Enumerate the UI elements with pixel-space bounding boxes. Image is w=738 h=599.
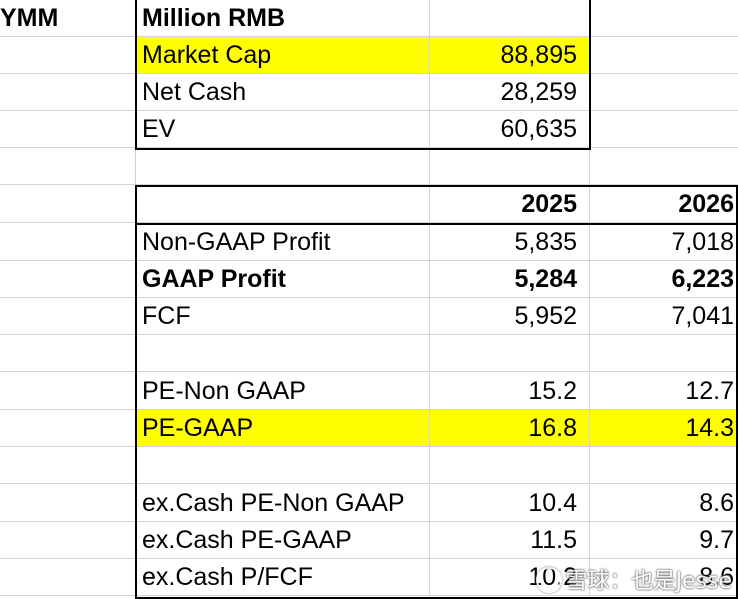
pe-non-gaap-2026[interactable]: 12.7: [590, 373, 738, 410]
pe-gaap-2026[interactable]: 14.3: [590, 410, 738, 447]
sheet-row: [0, 148, 738, 185]
sheet-row: Non-GAAP Profit 5,835 7,018: [0, 224, 738, 261]
fcf-2026[interactable]: 7,041: [590, 298, 738, 335]
ev-value[interactable]: 60,635: [430, 111, 590, 148]
empty-cell[interactable]: [430, 148, 590, 185]
pe-non-gaap-label[interactable]: PE-Non GAAP: [136, 373, 430, 410]
gaap-profit-2026[interactable]: 6,223: [590, 261, 738, 298]
empty-cell[interactable]: [0, 74, 136, 111]
non-gaap-profit-2025[interactable]: 5,835: [430, 224, 590, 261]
empty-cell[interactable]: [0, 559, 136, 596]
non-gaap-profit-2026[interactable]: 7,018: [590, 224, 738, 261]
pe-non-gaap-2025[interactable]: 15.2: [430, 373, 590, 410]
sheet-row: 2025 2026: [0, 186, 738, 223]
excash-pfcf-2026[interactable]: 8.6: [590, 559, 738, 596]
empty-cell[interactable]: [0, 485, 136, 522]
empty-cell[interactable]: [430, 447, 590, 484]
empty-cell[interactable]: [0, 224, 136, 261]
fcf-2025[interactable]: 5,952: [430, 298, 590, 335]
sheet-row: ex.Cash PE-Non GAAP 10.4 8.6: [0, 485, 738, 522]
pe-gaap-label[interactable]: PE-GAAP: [136, 410, 430, 447]
empty-cell[interactable]: [430, 0, 590, 37]
net-cash-value[interactable]: 28,259: [430, 74, 590, 111]
sheet-row: ex.Cash PE-GAAP 11.5 9.7: [0, 522, 738, 559]
empty-cell[interactable]: [0, 186, 136, 223]
empty-cell[interactable]: [0, 447, 136, 484]
empty-cell[interactable]: [590, 74, 738, 111]
empty-cell[interactable]: [590, 111, 738, 148]
excash-pe-gaap-2025[interactable]: 11.5: [430, 522, 590, 559]
excash-pe-non-gaap-2026[interactable]: 8.6: [590, 485, 738, 522]
sheet-row: FCF 5,952 7,041: [0, 298, 738, 335]
empty-cell[interactable]: [0, 148, 136, 185]
pe-gaap-2025[interactable]: 16.8: [430, 410, 590, 447]
market-cap-value[interactable]: 88,895: [430, 37, 590, 74]
unit-label-cell[interactable]: Million RMB: [136, 0, 430, 37]
sheet-row: GAAP Profit 5,284 6,223: [0, 261, 738, 298]
watermark-text: 雪球：也是Jesse: [565, 569, 732, 594]
ev-label[interactable]: EV: [136, 111, 430, 148]
header-underline: [135, 223, 738, 225]
empty-cell[interactable]: [0, 111, 136, 148]
empty-cell[interactable]: [0, 522, 136, 559]
excash-pe-gaap-label[interactable]: ex.Cash PE-GAAP: [136, 522, 430, 559]
empty-cell[interactable]: [590, 37, 738, 74]
sheet-row: YMM Million RMB: [0, 0, 738, 37]
empty-cell[interactable]: [136, 186, 430, 223]
excash-pe-gaap-2026[interactable]: 9.7: [590, 522, 738, 559]
empty-cell[interactable]: [136, 335, 430, 372]
snowball-logo-icon: [535, 567, 562, 593]
empty-cell[interactable]: [590, 447, 738, 484]
empty-cell[interactable]: [136, 148, 430, 185]
empty-cell[interactable]: [136, 447, 430, 484]
excash-pfcf-label[interactable]: ex.Cash P/FCF: [136, 559, 430, 596]
sheet-row: PE-GAAP 16.8 14.3: [0, 410, 738, 447]
sheet-row: PE-Non GAAP 15.2 12.7: [0, 373, 738, 410]
empty-cell[interactable]: [590, 335, 738, 372]
empty-cell[interactable]: [430, 335, 590, 372]
year-header-2026[interactable]: 2026: [590, 186, 738, 223]
excash-pe-non-gaap-2025[interactable]: 10.4: [430, 485, 590, 522]
sheet-row: [0, 447, 738, 484]
gaap-profit-label[interactable]: GAAP Profit: [136, 261, 430, 298]
sheet-row: [0, 335, 738, 372]
sheet-row: Net Cash 28,259: [0, 74, 738, 111]
empty-cell[interactable]: [0, 410, 136, 447]
empty-cell[interactable]: [0, 335, 136, 372]
non-gaap-profit-label[interactable]: Non-GAAP Profit: [136, 224, 430, 261]
watermark: 雪球：也是Jesse: [535, 563, 732, 595]
empty-cell[interactable]: [0, 261, 136, 298]
excash-pe-non-gaap-label[interactable]: ex.Cash PE-Non GAAP: [136, 485, 430, 522]
empty-cell[interactable]: [0, 37, 136, 74]
fcf-label[interactable]: FCF: [136, 298, 430, 335]
empty-cell[interactable]: [590, 148, 738, 185]
empty-cell[interactable]: [0, 373, 136, 410]
gaap-profit-2025[interactable]: 5,284: [430, 261, 590, 298]
year-header-2025[interactable]: 2025: [430, 186, 590, 223]
market-cap-label[interactable]: Market Cap: [136, 37, 430, 74]
empty-cell[interactable]: [590, 0, 738, 37]
ticker-cell[interactable]: YMM: [0, 0, 136, 37]
sheet-row: Market Cap 88,895: [0, 37, 738, 74]
net-cash-label[interactable]: Net Cash: [136, 74, 430, 111]
empty-cell[interactable]: [0, 298, 136, 335]
sheet-row: EV 60,635: [0, 111, 738, 148]
